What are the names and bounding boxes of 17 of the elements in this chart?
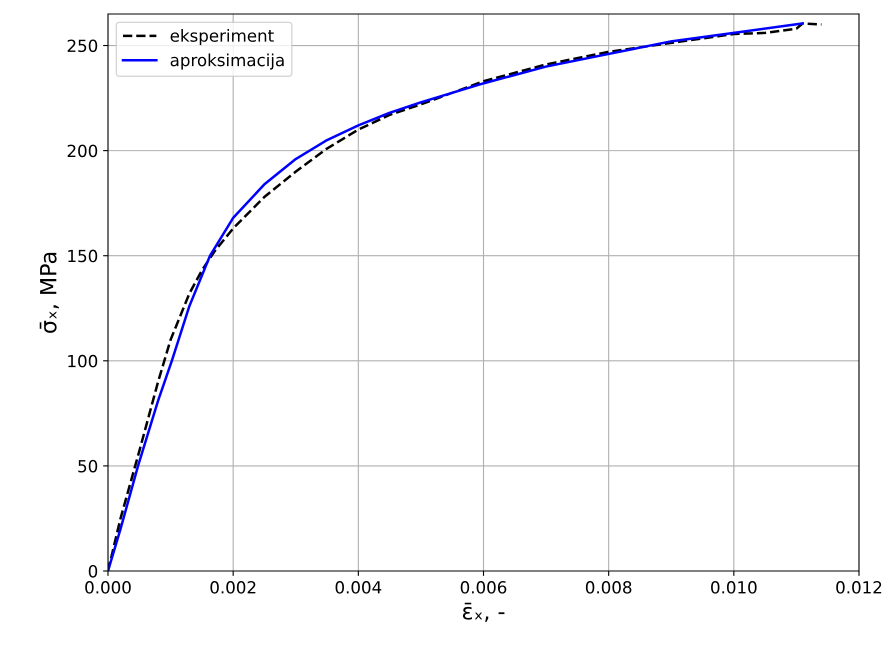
y-tick-label: 0 <box>88 564 98 578</box>
x-tick-label: 0.006 <box>460 581 506 594</box>
x-tick-label: 0.000 <box>85 581 131 594</box>
y-tick-label: 250 <box>68 39 98 52</box>
x-axis-title: ε̄ₓ, - <box>462 602 504 622</box>
x-tick-label: 0.004 <box>336 581 382 594</box>
x-tick-label: 0.012 <box>836 581 882 594</box>
x-tick-label: 0.010 <box>711 581 757 594</box>
y-tick-label: 200 <box>68 144 98 158</box>
x-tick-label: 0.002 <box>210 581 256 594</box>
x-tick-label: 0.008 <box>586 581 632 594</box>
legend-label: eksperiment <box>170 29 274 46</box>
y-tick-label: 150 <box>68 250 98 262</box>
legend-label: aproksimacija <box>170 53 284 70</box>
y-tick-label: 50 <box>78 460 98 472</box>
y-axis-title: σ̄ₓ, MPa <box>40 252 59 333</box>
y-tick-label: 100 <box>68 354 98 368</box>
